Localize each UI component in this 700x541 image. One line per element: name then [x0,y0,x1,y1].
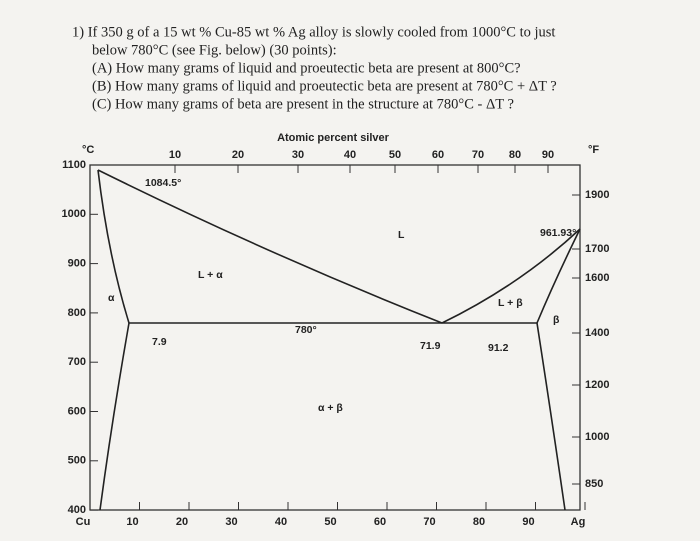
plot-frame [89,164,581,511]
region-label: α + β [318,402,343,414]
liquidus-right [441,228,581,324]
bottom-tick-label: 90 [522,516,534,528]
bottom-tick-label: 10 [126,516,138,528]
region-label: 91.2 [488,342,509,354]
region-label: 961.93° [540,227,576,239]
top-tick-label: 20 [232,149,244,161]
region-label: 780° [295,324,317,336]
bottom-tick-label: 70 [423,516,435,528]
top-tick-label: 10 [169,149,181,161]
bottom-tick-label: 60 [374,516,386,528]
bottom-tick-label: Ag [571,516,586,528]
region-label: L + β [498,297,523,309]
region-label: α [108,292,115,304]
right-tick-label: 1700 [585,243,609,255]
problem-line: below 780°C (see Fig. below) (30 points)… [92,42,337,58]
left-tick-label: 400 [68,504,86,516]
problem-line: (C) How many grams of beta are present i… [92,96,514,112]
right-tick-label: 1200 [585,379,609,391]
region-label: 1084.5° [145,177,181,189]
right-tick-label: 1600 [585,272,609,284]
top-tick-label: 90 [542,149,554,161]
alpha-solidus [97,169,130,324]
alpha-solvus [99,322,130,511]
bottom-tick-label: 40 [275,516,287,528]
top-tick-label: 80 [509,149,521,161]
problem-line: (B) How many grams of liquid and proeute… [92,78,557,94]
beta-solvus [536,322,566,511]
top-tick-label: 50 [389,149,401,161]
right-tick-label: 850 [585,478,603,490]
bottom-tick-label: 30 [225,516,237,528]
left-tick-label: 800 [68,307,86,319]
region-label: β [553,314,560,326]
region-label: 7.9 [152,336,167,348]
region-label: L + α [198,269,223,281]
top-tick-label: 70 [472,149,484,161]
liquidus-left [97,169,443,324]
left-tick-label: 500 [68,455,86,467]
left-tick-label: 1000 [62,208,86,220]
region-label: 71.9 [420,340,441,352]
region-label: L [398,229,405,241]
right-tick-label: 1900 [585,189,609,201]
bottom-tick-label: 20 [176,516,188,528]
left-tick-label: 900 [68,258,86,270]
top-tick-label: 40 [344,149,356,161]
right-tick-label: 1400 [585,327,609,339]
left-tick-label: 600 [68,405,86,417]
problem-line: 1) If 350 g of a 15 wt % Cu-85 wt % Ag a… [72,24,555,40]
fahrenheit-unit: °F [588,144,599,156]
top-axis-title: Atomic percent silver [277,132,390,144]
problem-line: (A) How many grams of liquid and proeute… [92,60,521,76]
top-tick-label: 60 [432,149,444,161]
bottom-tick-label: Cu [76,516,91,528]
beta-solidus [536,228,581,324]
left-tick-label: 700 [68,356,86,368]
top-tick-label: 30 [292,149,304,161]
left-tick-label: 1100 [62,159,86,171]
bottom-tick-label: 80 [473,516,485,528]
bottom-tick-label: 50 [324,516,336,528]
right-tick-label: 1000 [585,431,609,443]
celsius-unit: °C [82,144,94,156]
